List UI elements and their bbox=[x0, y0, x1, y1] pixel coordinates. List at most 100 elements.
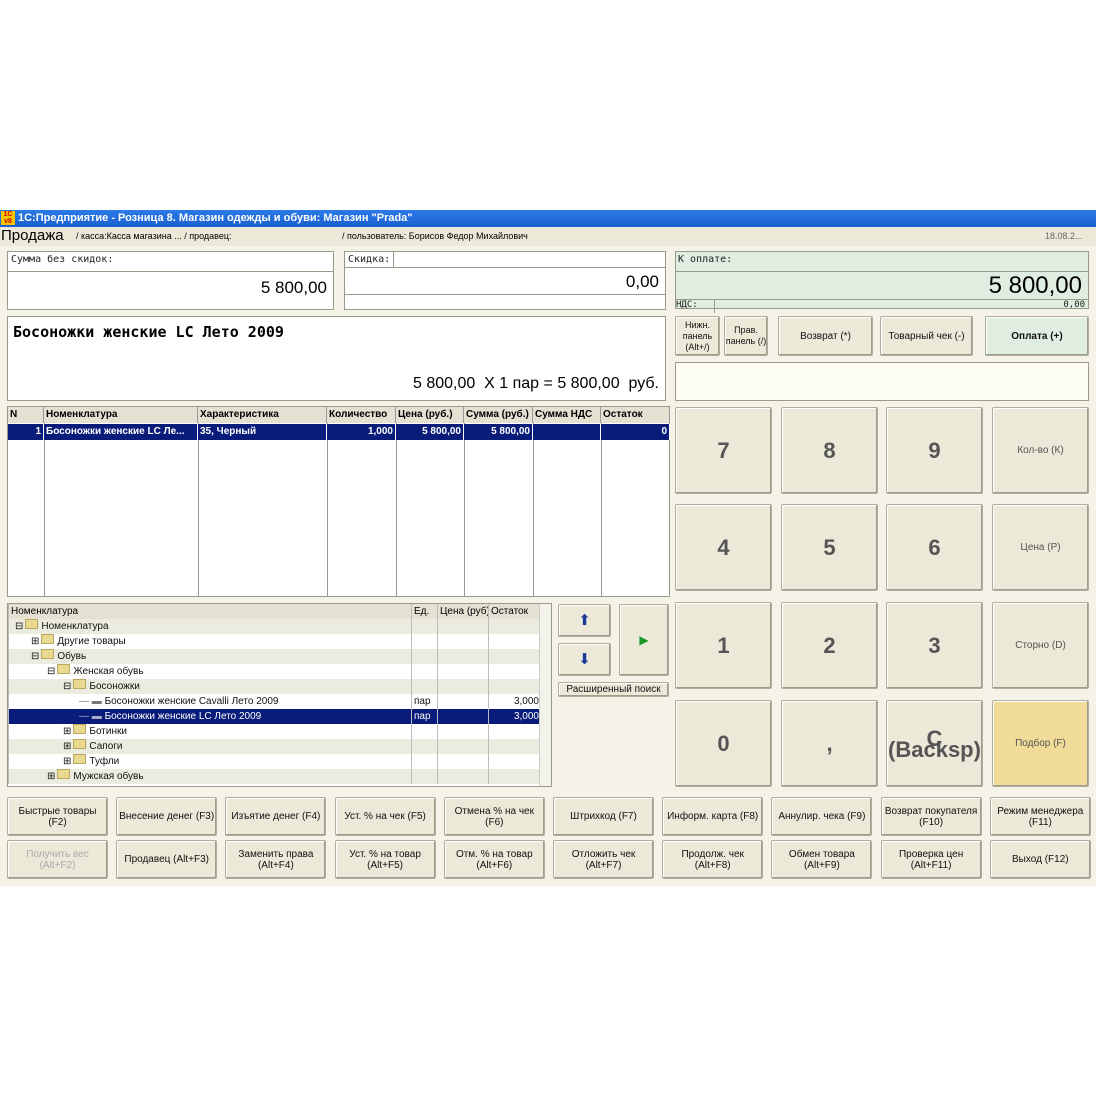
column-header[interactable]: Сумма НДС bbox=[533, 407, 601, 423]
keypad-key[interactable]: 1 bbox=[675, 602, 772, 689]
function-button[interactable]: Информ. карта (F8) bbox=[662, 797, 764, 836]
folder-icon[interactable]: ⊞ bbox=[47, 769, 73, 782]
function-button[interactable]: Продавец (Alt+F3) bbox=[116, 840, 218, 879]
tree-column-header[interactable]: Цена (руб) bbox=[437, 604, 488, 619]
keypad-key[interactable]: 7 bbox=[675, 407, 772, 494]
tree-row[interactable]: ⊟ Босоножки bbox=[8, 679, 551, 694]
function-button[interactable]: Быстрые товары (F2) bbox=[7, 797, 108, 836]
folder-icon[interactable]: ⊟ bbox=[31, 649, 57, 662]
tree-row[interactable]: — ▬ Босоножки женские LC Лето 2009 пар 3,0… bbox=[8, 709, 551, 724]
tree-row[interactable]: ⊞ Ботинки bbox=[8, 724, 551, 739]
function-button[interactable]: Внесение денег (F3) bbox=[116, 797, 218, 836]
keypad-key[interactable]: 0 bbox=[675, 700, 772, 787]
receipt-table[interactable]: N Номенклатура Характеристика Количество Цен… bbox=[7, 406, 670, 597]
tree-name-cell: ⊞ Мужская обувь bbox=[8, 769, 411, 784]
folder-icon[interactable]: ⊞ bbox=[63, 739, 89, 752]
add-item-button[interactable]: ▶ bbox=[619, 604, 669, 676]
function-button[interactable]: Проверка цен (Alt+F11) bbox=[880, 840, 982, 879]
tree-row[interactable]: ⊟ Номенклатура bbox=[8, 619, 551, 634]
keypad-key[interactable]: 9 bbox=[886, 407, 983, 494]
folder-icon[interactable]: ⊞ bbox=[63, 724, 89, 737]
function-button[interactable]: Заменить права (Alt+F4) bbox=[225, 840, 327, 879]
tree-row[interactable]: ⊟ Женская обувь bbox=[8, 664, 551, 679]
item-icon[interactable]: — ▬ bbox=[79, 711, 105, 722]
table-cell: Босоножки женские LC Ле... bbox=[44, 424, 198, 440]
function-button[interactable]: Отм. % на товар (Alt+F6) bbox=[443, 840, 545, 879]
table-row[interactable]: 1 Босоножки женские LC Ле... 35, Черный 1,0… bbox=[8, 424, 670, 440]
keypad-key[interactable]: 2 bbox=[781, 602, 878, 689]
lower-panel-button[interactable]: Нижн. панель (Alt+/) bbox=[675, 316, 720, 356]
tree-label: Босоножки женские LC Лето 2009 bbox=[104, 711, 262, 722]
tree-column-header[interactable]: Ед. bbox=[411, 604, 437, 619]
function-button[interactable]: Режим менеджера (F11) bbox=[989, 797, 1091, 836]
function-button[interactable]: Уст. % на товар (Alt+F5) bbox=[334, 840, 436, 879]
return-button[interactable]: Возврат (*) bbox=[778, 316, 873, 356]
folder-icon[interactable]: ⊞ bbox=[31, 634, 57, 647]
move-down-button[interactable]: ⬇ bbox=[558, 643, 611, 676]
function-button[interactable]: Изъятие денег (F4) bbox=[225, 797, 327, 836]
keypad-key[interactable]: С (Backsp) bbox=[886, 700, 983, 787]
keypad-key[interactable]: 3 bbox=[886, 602, 983, 689]
tree-row[interactable]: ⊞ Мужская обувь bbox=[8, 769, 551, 784]
tree-unit-cell bbox=[411, 739, 437, 754]
vat-value: 0,00 bbox=[1063, 300, 1085, 310]
vat-label: НДС: bbox=[676, 300, 715, 313]
sum-label: Сумма без скидок: bbox=[8, 252, 333, 272]
function-button[interactable]: Обмен товара (Alt+F9) bbox=[771, 840, 873, 879]
catalog-tree[interactable]: Номенклатура Ед. Цена (руб)Остаток ⊟ Номенкл… bbox=[7, 603, 552, 787]
folder-icon[interactable]: ⊟ bbox=[63, 679, 89, 692]
advanced-search-button[interactable]: Расширенный поиск bbox=[558, 682, 669, 697]
tree-column-header[interactable]: Номенклатура bbox=[8, 604, 411, 619]
move-up-button[interactable]: ⬆ bbox=[558, 604, 611, 637]
column-header[interactable]: Номенклатура bbox=[44, 407, 198, 423]
function-button[interactable]: Получить вес (Alt+F2) bbox=[7, 840, 108, 879]
keypad-function-key[interactable]: Подбор (F) bbox=[992, 700, 1089, 787]
header-bar: Продажа / касса:Касса магазина ... / про… bbox=[0, 227, 1096, 246]
tree-row[interactable]: ⊞ Туфли bbox=[8, 754, 551, 769]
payment-button[interactable]: Оплата (+) bbox=[985, 316, 1089, 356]
column-header[interactable]: Цена (руб.) bbox=[396, 407, 464, 423]
tree-label: Туфли bbox=[89, 756, 120, 767]
right-panel-button[interactable]: Прав. панель (/) bbox=[724, 316, 768, 356]
pay-box: К оплате: 5 800,00 НДС: 0,00 bbox=[675, 251, 1089, 313]
function-button[interactable]: Выход (F12) bbox=[989, 840, 1091, 879]
keypad-function-key[interactable]: Сторно (D) bbox=[992, 602, 1089, 689]
keypad-key[interactable]: , bbox=[781, 700, 878, 787]
keypad-key[interactable]: 8 bbox=[781, 407, 878, 494]
tree-row[interactable]: — ▬ Босоножки женские Cavalli Лето 2009 п… bbox=[8, 694, 551, 709]
sum-value: 5 800,00 bbox=[260, 278, 327, 297]
tree-scrollbar[interactable] bbox=[539, 604, 551, 786]
item-icon[interactable]: — ▬ bbox=[79, 696, 105, 707]
folder-icon[interactable]: ⊞ bbox=[63, 754, 89, 767]
function-button[interactable]: Продолж. чек (Alt+F8) bbox=[662, 840, 764, 879]
keypad-key[interactable]: 5 bbox=[781, 504, 878, 591]
keypad-function-key[interactable]: Цена (Р) bbox=[992, 504, 1089, 591]
tree-name-cell: ⊞ Ботинки bbox=[8, 724, 411, 739]
column-header[interactable]: N bbox=[8, 407, 44, 423]
tree-unit-cell bbox=[411, 649, 437, 664]
folder-icon[interactable]: ⊟ bbox=[15, 619, 41, 632]
function-button[interactable]: Отмена % на чек (F6) bbox=[443, 797, 545, 836]
tree-row[interactable]: ⊞ Сапоги bbox=[8, 739, 551, 754]
function-button[interactable]: Аннулир. чека (F9) bbox=[771, 797, 873, 836]
column-header[interactable]: Сумма (руб.) bbox=[464, 407, 533, 423]
tree-name-cell: ⊟ Номенклатура bbox=[8, 619, 411, 634]
tree-label: Босоножки женские Cavalli Лето 2009 bbox=[104, 696, 279, 707]
function-button[interactable]: Штрихкод (F7) bbox=[553, 797, 654, 836]
tree-column-header[interactable]: Остаток bbox=[488, 604, 541, 619]
sales-receipt-button[interactable]: Товарный чек (-) bbox=[880, 316, 973, 356]
product-display: Босоножки женские LC Лето 2009 5 800,00 … bbox=[7, 316, 666, 401]
tree-row[interactable]: ⊞ Другие товары bbox=[8, 634, 551, 649]
column-header[interactable]: Остаток bbox=[601, 407, 670, 423]
tree-label: Босоножки bbox=[89, 681, 140, 692]
keypad-function-key[interactable]: Кол-во (К) bbox=[992, 407, 1089, 494]
function-button[interactable]: Уст. % на чек (F5) bbox=[334, 797, 436, 836]
function-button[interactable]: Возврат покупателя (F10) bbox=[880, 797, 982, 836]
keypad-key[interactable]: 6 bbox=[886, 504, 983, 591]
function-button[interactable]: Отложить чек (Alt+F7) bbox=[553, 840, 654, 879]
keypad-key[interactable]: 4 bbox=[675, 504, 772, 591]
folder-icon[interactable]: ⊟ bbox=[47, 664, 73, 677]
column-header[interactable]: Количество bbox=[327, 407, 396, 423]
column-header[interactable]: Характеристика bbox=[198, 407, 327, 423]
tree-row[interactable]: ⊟ Обувь bbox=[8, 649, 551, 664]
